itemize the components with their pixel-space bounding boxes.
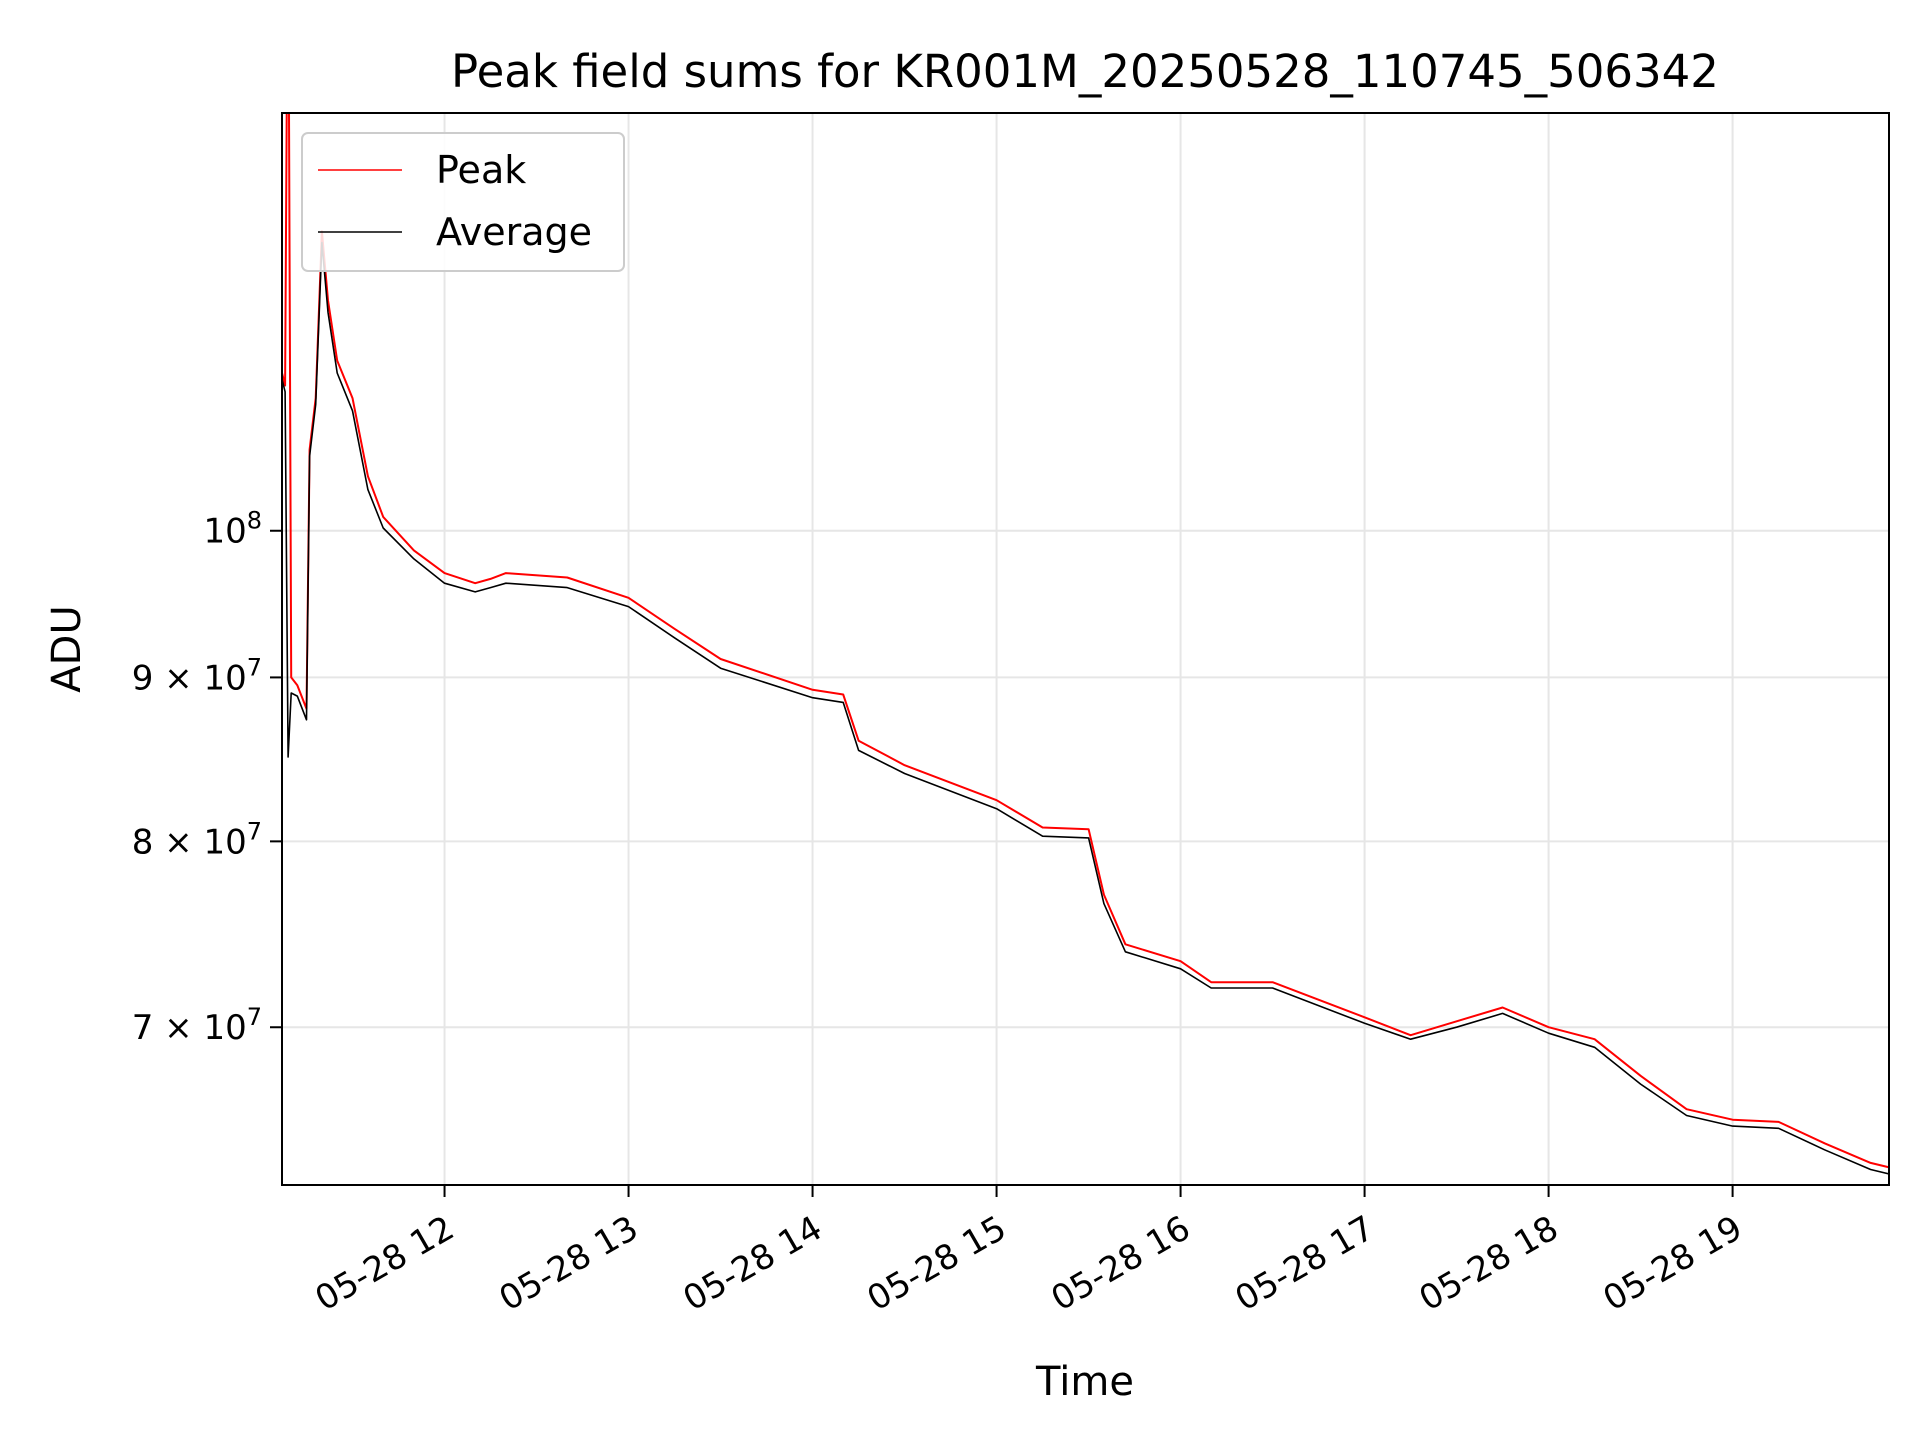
x-tick-label: 05-28 19: [1597, 1208, 1749, 1319]
y-axis: 7 × 107 8 × 107 9 × 107 108: [132, 507, 282, 1048]
legend-label-peak: Peak: [436, 148, 526, 192]
x-axis: 05-28 12 05-28 13 05-28 14 05-28 15 05-28 16…: [309, 1185, 1749, 1319]
y-tick-label: 8 × 107: [132, 817, 262, 862]
series-line-average: [282, 241, 1889, 1175]
series-line-peak: [282, 113, 1889, 1169]
series-layer: [282, 113, 1889, 1175]
legend-box: [301, 132, 625, 272]
chart-title: Peak field sums for KR001M_20250528_1107…: [451, 45, 1719, 98]
x-tick-label: 05-28 13: [493, 1208, 645, 1319]
y-tick-label: 108: [203, 507, 262, 552]
x-tick-label: 05-28 18: [1413, 1208, 1565, 1319]
plot-frame: [281, 112, 1890, 1186]
x-tick-label: 05-28 15: [861, 1208, 1013, 1319]
grid: [282, 113, 1889, 1185]
x-tick-label: 05-28 17: [1229, 1208, 1381, 1319]
x-tick-label: 05-28 12: [309, 1208, 461, 1319]
y-tick-label: 9 × 107: [132, 653, 262, 698]
y-axis-title: ADU: [44, 605, 90, 692]
x-axis-title: Time: [1035, 1359, 1134, 1405]
legend-label-average: Average: [436, 210, 592, 254]
x-tick-label: 05-28 14: [677, 1208, 829, 1319]
legend: Peak Average: [301, 132, 625, 272]
x-tick-label: 05-28 16: [1045, 1208, 1197, 1319]
y-tick-label: 7 × 107: [132, 1003, 262, 1048]
